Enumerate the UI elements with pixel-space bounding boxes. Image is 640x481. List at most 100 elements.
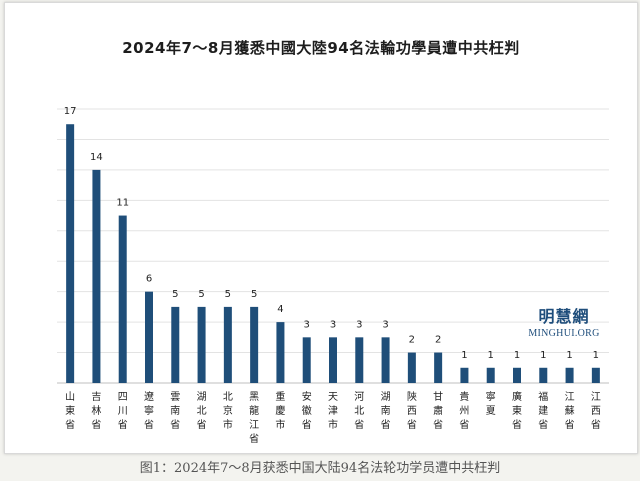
bar xyxy=(513,367,521,383)
category-label: 黑 xyxy=(249,391,259,403)
data-label: 5 xyxy=(251,289,257,300)
category-label: 北 xyxy=(223,391,233,403)
category-label: 林 xyxy=(91,404,101,417)
data-label: 2 xyxy=(435,335,441,346)
category-label: 貴 xyxy=(459,390,469,403)
data-label: 1 xyxy=(566,350,572,361)
category-label: 省 xyxy=(407,418,417,431)
data-label: 5 xyxy=(225,289,231,300)
category-label: 省 xyxy=(249,432,259,445)
category-label: 省 xyxy=(591,418,601,431)
bar xyxy=(197,306,206,383)
chart-title: 2024年7～8月獲悉中國大陸94名法輪功學員遭中共枉判 xyxy=(122,39,520,57)
category-label: 夏 xyxy=(486,405,496,417)
category-label: 四 xyxy=(118,392,128,403)
figure-caption: 图1：2024年7～8月获悉中国大陆94名法轮功学员遭中共枉判 xyxy=(139,461,501,476)
bar xyxy=(145,291,153,383)
data-label: 6 xyxy=(146,274,152,285)
category-label: 西 xyxy=(407,406,417,417)
data-label: 14 xyxy=(90,152,103,163)
bar xyxy=(171,306,180,383)
category-label: 山 xyxy=(65,391,75,403)
category-label: 雲 xyxy=(170,391,180,403)
category-label: 安 xyxy=(302,390,312,403)
category-label: 遼 xyxy=(144,390,154,403)
category-label: 寧 xyxy=(486,390,496,403)
data-label: 5 xyxy=(172,289,178,300)
bar xyxy=(66,124,75,383)
data-label: 2 xyxy=(409,335,415,346)
category-label: 省 xyxy=(512,418,522,431)
category-label: 省 xyxy=(144,418,154,431)
data-label: 4 xyxy=(277,304,283,315)
category-label: 江 xyxy=(591,391,601,403)
category-label: 建 xyxy=(538,404,548,417)
data-label: 3 xyxy=(330,319,336,330)
bar xyxy=(591,367,600,383)
category-label: 市 xyxy=(275,418,285,431)
minghui-logo: 明慧網 MINGHUI.ORG xyxy=(509,303,619,339)
bar xyxy=(118,215,127,383)
category-label: 江 xyxy=(249,419,259,431)
bar xyxy=(223,306,232,383)
category-label: 東 xyxy=(65,404,75,417)
category-label: 西 xyxy=(591,406,601,417)
category-label: 省 xyxy=(538,418,548,431)
category-label: 省 xyxy=(565,418,575,431)
data-label: 3 xyxy=(304,319,310,330)
category-label: 省 xyxy=(170,418,180,431)
bar-chart: 17山東省14吉林省11四川省6遼寧省5雲南省5湖北省5北京市5黑龍江省4重慶市… xyxy=(57,106,609,445)
category-label: 吉 xyxy=(91,391,101,403)
category-label: 福 xyxy=(538,390,548,403)
category-label: 肅 xyxy=(433,404,443,417)
data-label: 3 xyxy=(356,319,362,330)
bar xyxy=(539,367,548,383)
category-label: 寧 xyxy=(144,404,154,417)
data-label: 1 xyxy=(488,350,494,361)
category-label: 蘇 xyxy=(565,404,575,417)
category-label: 東 xyxy=(512,404,522,417)
bar xyxy=(407,352,416,383)
bar xyxy=(250,306,259,383)
bar xyxy=(276,322,285,383)
category-label: 南 xyxy=(170,404,180,417)
category-label: 湖 xyxy=(381,391,391,403)
category-label: 陝 xyxy=(407,391,417,403)
category-label: 省 xyxy=(197,418,207,431)
logo-chinese-text: 明慧網 xyxy=(538,307,590,326)
category-label: 北 xyxy=(354,405,364,417)
bar xyxy=(302,337,311,383)
category-label: 廣 xyxy=(512,390,522,403)
bar xyxy=(434,352,443,383)
data-label: 11 xyxy=(116,198,129,209)
category-label: 天 xyxy=(328,392,338,403)
bar xyxy=(381,337,390,383)
bar xyxy=(460,367,469,383)
category-label: 省 xyxy=(302,418,312,431)
category-label: 省 xyxy=(381,418,391,431)
logo-english-text: MINGHUI.ORG xyxy=(528,328,600,339)
category-label: 川 xyxy=(118,406,128,417)
category-label: 省 xyxy=(65,418,75,431)
category-label: 甘 xyxy=(433,390,443,403)
data-label: 5 xyxy=(198,289,204,300)
category-label: 省 xyxy=(459,418,469,431)
bar xyxy=(329,337,337,383)
data-label: 17 xyxy=(64,106,77,117)
category-label: 州 xyxy=(459,405,469,417)
data-label: 1 xyxy=(540,350,546,361)
bar xyxy=(92,169,101,383)
category-label: 京 xyxy=(223,404,233,417)
data-label: 1 xyxy=(514,350,520,361)
category-label: 省 xyxy=(354,418,364,431)
data-label: 3 xyxy=(382,319,388,330)
category-label: 南 xyxy=(381,404,391,417)
category-label: 龍 xyxy=(249,404,259,417)
chart-frame: 2024年7～8月獲悉中國大陸94名法輪功學員遭中共枉判 17 山東省 14 吉林省 1… xyxy=(4,2,638,454)
category-label: 湖 xyxy=(197,391,207,403)
category-label: 慶 xyxy=(275,404,285,417)
category-label: 市 xyxy=(223,418,233,431)
category-label: 徽 xyxy=(302,404,312,417)
category-label: 重 xyxy=(275,390,285,403)
bar xyxy=(565,367,574,383)
